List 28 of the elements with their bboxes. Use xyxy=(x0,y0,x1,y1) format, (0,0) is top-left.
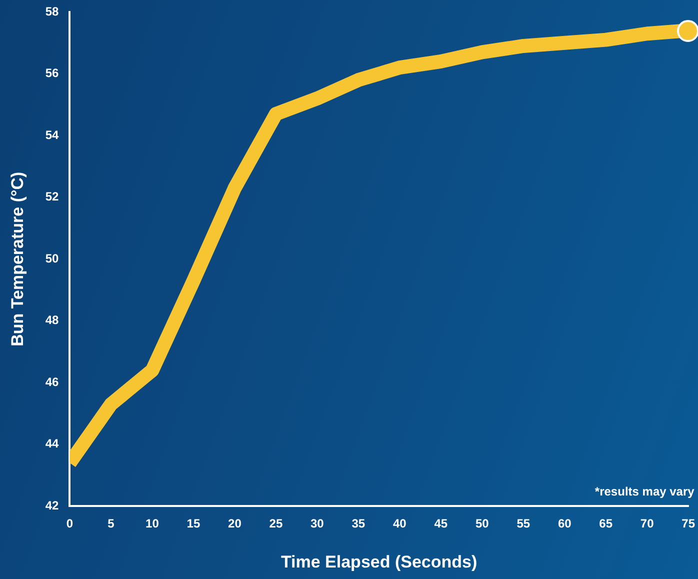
y-tick-label: 42 xyxy=(45,498,60,513)
y-tick-label: 56 xyxy=(45,66,60,80)
y-tick-label: 54 xyxy=(45,128,60,142)
x-tick-label: 75 xyxy=(682,516,696,531)
x-tick-label: 50 xyxy=(475,516,490,531)
y-tick-label: 46 xyxy=(45,374,60,389)
x-tick-label: 25 xyxy=(269,516,283,531)
x-tick-label: 5 xyxy=(108,516,115,531)
x-tick-label: 55 xyxy=(516,516,530,531)
y-tick-label: 48 xyxy=(45,313,60,328)
x-tick-label: 0 xyxy=(66,516,74,531)
x-axis-title: Time Elapsed (Seconds) xyxy=(280,552,478,572)
y-tick-label: 58 xyxy=(45,4,60,18)
x-tick-label: 65 xyxy=(599,516,613,531)
x-tick-label: 15 xyxy=(186,516,200,531)
y-tick-label: 52 xyxy=(45,190,60,204)
x-tick-label: 20 xyxy=(228,516,242,531)
y-axis-title: Bun Temperature (°C) xyxy=(8,172,27,346)
x-tick-label: 10 xyxy=(146,516,160,531)
x-tick-label: 30 xyxy=(310,516,324,531)
x-tick-label: 35 xyxy=(352,516,366,531)
x-tick-label: 70 xyxy=(640,516,654,531)
annotation: *results may vary xyxy=(594,484,695,499)
y-tick-label: 50 xyxy=(45,251,60,266)
x-tick-label: 60 xyxy=(558,516,572,531)
x-tick-label: 40 xyxy=(392,516,407,531)
x-tick-label: 45 xyxy=(434,516,448,531)
y-tick-label: 44 xyxy=(45,436,60,451)
